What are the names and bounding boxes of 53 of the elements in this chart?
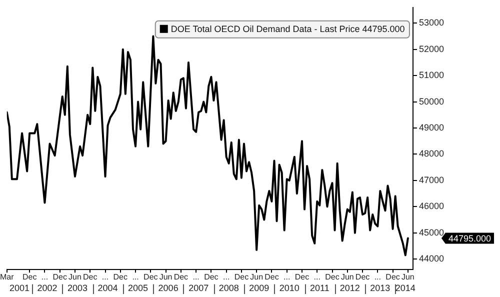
- x-tick-label: Dec: [52, 272, 67, 282]
- x2-tick-label: 2006: [158, 283, 178, 294]
- x2-tick-label: 2012: [340, 283, 360, 294]
- x-tick-label: Jun: [159, 272, 172, 282]
- text: 44795.000: [448, 233, 492, 244]
- x-tick-label: Dec: [234, 272, 249, 282]
- x-tick-label: Dec: [144, 272, 158, 282]
- x-tick-label: Dec: [264, 272, 279, 282]
- x-tick-label: Jun: [250, 272, 264, 282]
- x-tick-label: Dec: [22, 272, 37, 282]
- x-tick-label: ...: [222, 272, 230, 282]
- x-tick-label: Dec: [83, 272, 98, 282]
- x2-tick-label: 2002: [37, 283, 58, 294]
- x2-tick-label: 2013: [370, 283, 390, 294]
- x-tick-label: ...: [102, 272, 109, 282]
- x-tick-label: Dec: [325, 272, 340, 282]
- y-tick-label: 49000: [418, 122, 444, 132]
- x-tick-label: Jun: [340, 272, 354, 282]
- legend-label: DOE Total OECD Oil Demand Data - Last Price 44795.000: [170, 24, 405, 34]
- x2-tick-label: 2011: [310, 283, 330, 294]
- x-tick-label: ...: [41, 272, 48, 282]
- x-tick-label: Dec: [174, 272, 188, 282]
- x2-tick-label: 2004: [98, 283, 118, 294]
- y-tick-label: 51000: [418, 70, 444, 80]
- x2-tick-label: 2001: [9, 283, 30, 294]
- x-tick-label: Jun: [401, 272, 414, 282]
- x-tick-label: ...: [284, 272, 290, 282]
- x-tick-label: Mar: [0, 272, 14, 282]
- y-tick-label: 47000: [418, 174, 444, 185]
- x-tick-label: ...: [192, 272, 200, 282]
- x-tick-label: Dec: [386, 272, 400, 282]
- y-tick-label: 50000: [418, 96, 444, 106]
- x-tick-label: Dec: [204, 272, 218, 282]
- y-tick-label: 46000: [418, 201, 444, 212]
- x-tick-label: Dec: [113, 272, 128, 282]
- x2-tick-label: 2009: [249, 283, 270, 294]
- x-tick-label: ...: [132, 272, 139, 282]
- x2-tick-label: 2005: [128, 283, 148, 294]
- x-tick-label: Dec: [294, 272, 310, 282]
- y-tick-label: 44000: [418, 254, 444, 264]
- y-tick-label: 45000: [418, 227, 444, 238]
- x-tick-label: Dec: [355, 272, 370, 282]
- x2-tick-label: 2008: [218, 283, 239, 294]
- x-tick-label: Jun: [68, 272, 82, 282]
- x-tick-label: ...: [314, 272, 320, 282]
- y-tick-label: 48000: [418, 148, 444, 159]
- x2-tick-label: 2010: [279, 283, 300, 294]
- x2-tick-label: 2003: [67, 283, 88, 294]
- y-tick-label: 52000: [418, 44, 444, 54]
- x2-tick-label: 2014: [395, 283, 416, 294]
- x-tick-label: ...: [374, 272, 381, 282]
- y-tick-label: 53000: [418, 18, 444, 28]
- x2-tick-label: 2007: [188, 283, 209, 294]
